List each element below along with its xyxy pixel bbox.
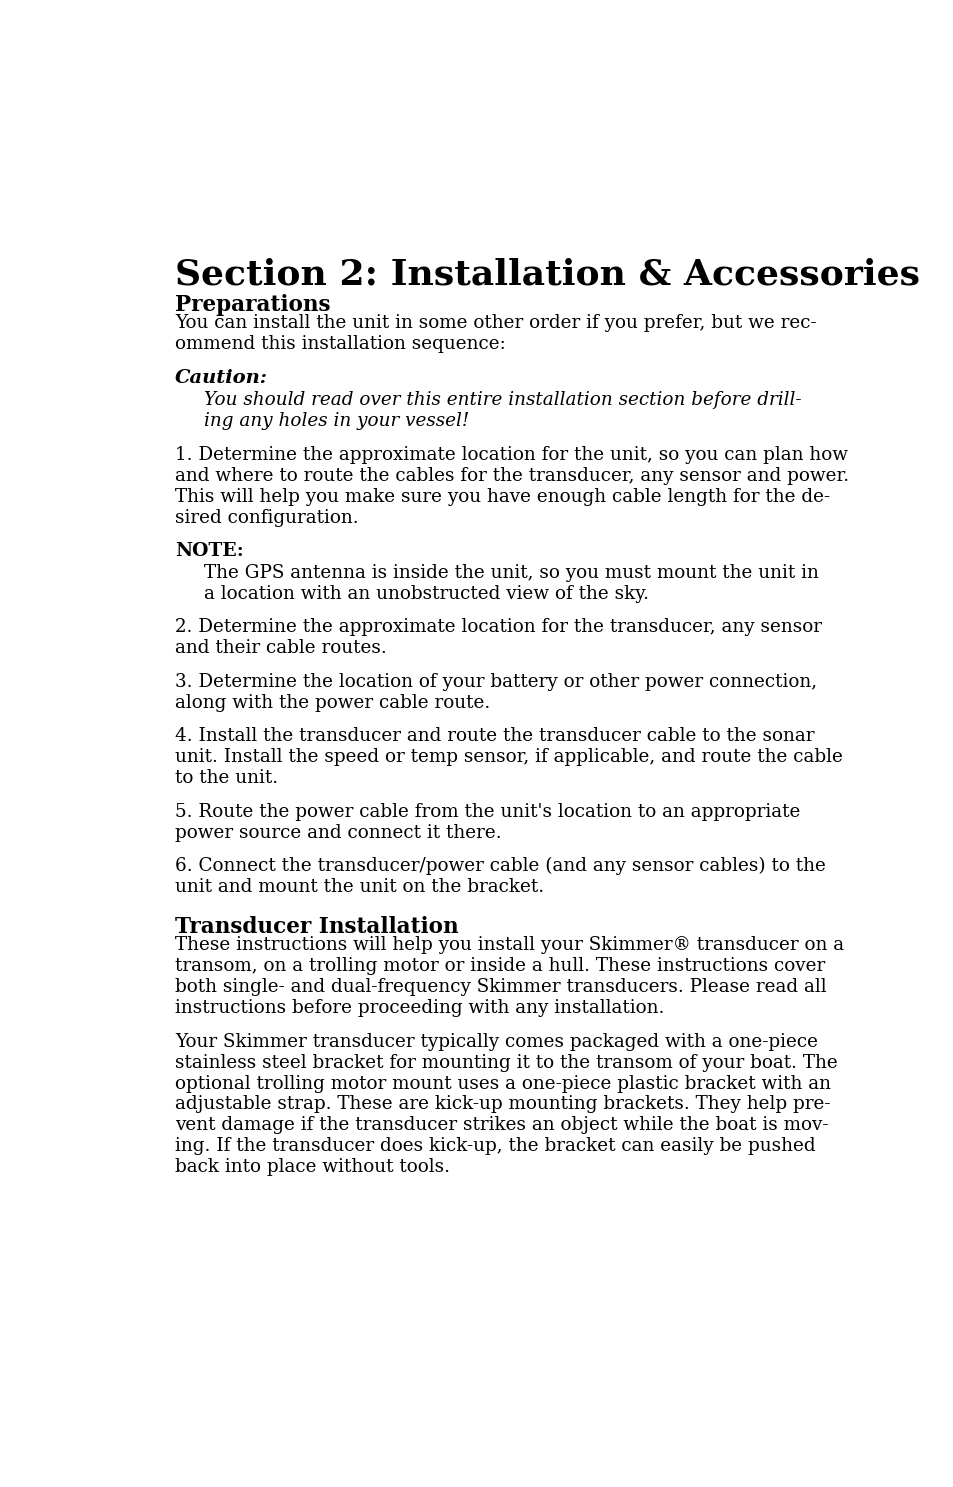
Text: vent damage if the transducer strikes an object while the boat is mov-: vent damage if the transducer strikes an… (174, 1117, 828, 1135)
Text: adjustable strap. These are kick-up mounting brackets. They help pre-: adjustable strap. These are kick-up moun… (174, 1096, 830, 1114)
Text: a location with an unobstructed view of the sky.: a location with an unobstructed view of … (204, 584, 649, 602)
Text: stainless steel bracket for mounting it to the transom of your boat. The: stainless steel bracket for mounting it … (174, 1054, 837, 1072)
Text: 3. Determine the location of your battery or other power connection,: 3. Determine the location of your batter… (174, 672, 817, 691)
Text: These instructions will help you install your Skimmer® transducer on a: These instructions will help you install… (174, 937, 843, 955)
Text: ing. If the transducer does kick-up, the bracket can easily be pushed: ing. If the transducer does kick-up, the… (174, 1138, 815, 1155)
Text: 5. Route the power cable from the unit's location to an appropriate: 5. Route the power cable from the unit's… (174, 803, 800, 821)
Text: You can install the unit in some other order if you prefer, but we rec-: You can install the unit in some other o… (174, 314, 816, 333)
Text: to the unit.: to the unit. (174, 769, 278, 787)
Text: along with the power cable route.: along with the power cable route. (174, 693, 490, 712)
Text: NOTE:: NOTE: (174, 543, 244, 561)
Text: optional trolling motor mount uses a one-piece plastic bracket with an: optional trolling motor mount uses a one… (174, 1075, 830, 1093)
Text: ing any holes in your vessel!: ing any holes in your vessel! (204, 412, 469, 430)
Text: 2. Determine the approximate location for the transducer, any sensor: 2. Determine the approximate location fo… (174, 619, 821, 636)
Text: and their cable routes.: and their cable routes. (174, 639, 386, 657)
Text: Caution:: Caution: (174, 369, 268, 387)
Text: Transducer Installation: Transducer Installation (174, 916, 458, 938)
Text: power source and connect it there.: power source and connect it there. (174, 824, 501, 842)
Text: and where to route the cables for the transducer, any sensor and power.: and where to route the cables for the tr… (174, 467, 848, 485)
Text: transom, on a trolling motor or inside a hull. These instructions cover: transom, on a trolling motor or inside a… (174, 958, 824, 975)
Text: both single- and dual-frequency Skimmer transducers. Please read all: both single- and dual-frequency Skimmer … (174, 978, 826, 996)
Text: 1. Determine the approximate location for the unit, so you can plan how: 1. Determine the approximate location fo… (174, 446, 847, 464)
Text: ommend this installation sequence:: ommend this installation sequence: (174, 335, 505, 354)
Text: unit. Install the speed or temp sensor, if applicable, and route the cable: unit. Install the speed or temp sensor, … (174, 748, 842, 766)
Text: 4. Install the transducer and route the transducer cable to the sonar: 4. Install the transducer and route the … (174, 727, 814, 745)
Text: Your Skimmer transducer typically comes packaged with a one-piece: Your Skimmer transducer typically comes … (174, 1033, 817, 1051)
Text: 6. Connect the transducer/power cable (and any sensor cables) to the: 6. Connect the transducer/power cable (a… (174, 857, 825, 876)
Text: sired configuration.: sired configuration. (174, 509, 358, 526)
Text: Section 2: Installation & Accessories: Section 2: Installation & Accessories (174, 257, 919, 291)
Text: unit and mount the unit on the bracket.: unit and mount the unit on the bracket. (174, 877, 543, 897)
Text: This will help you make sure you have enough cable length for the de-: This will help you make sure you have en… (174, 488, 829, 506)
Text: Preparations: Preparations (174, 294, 330, 315)
Text: You should read over this entire installation section before drill-: You should read over this entire install… (204, 391, 801, 409)
Text: instructions before proceeding with any installation.: instructions before proceeding with any … (174, 999, 663, 1017)
Text: The GPS antenna is inside the unit, so you must mount the unit in: The GPS antenna is inside the unit, so y… (204, 564, 819, 581)
Text: back into place without tools.: back into place without tools. (174, 1158, 450, 1176)
